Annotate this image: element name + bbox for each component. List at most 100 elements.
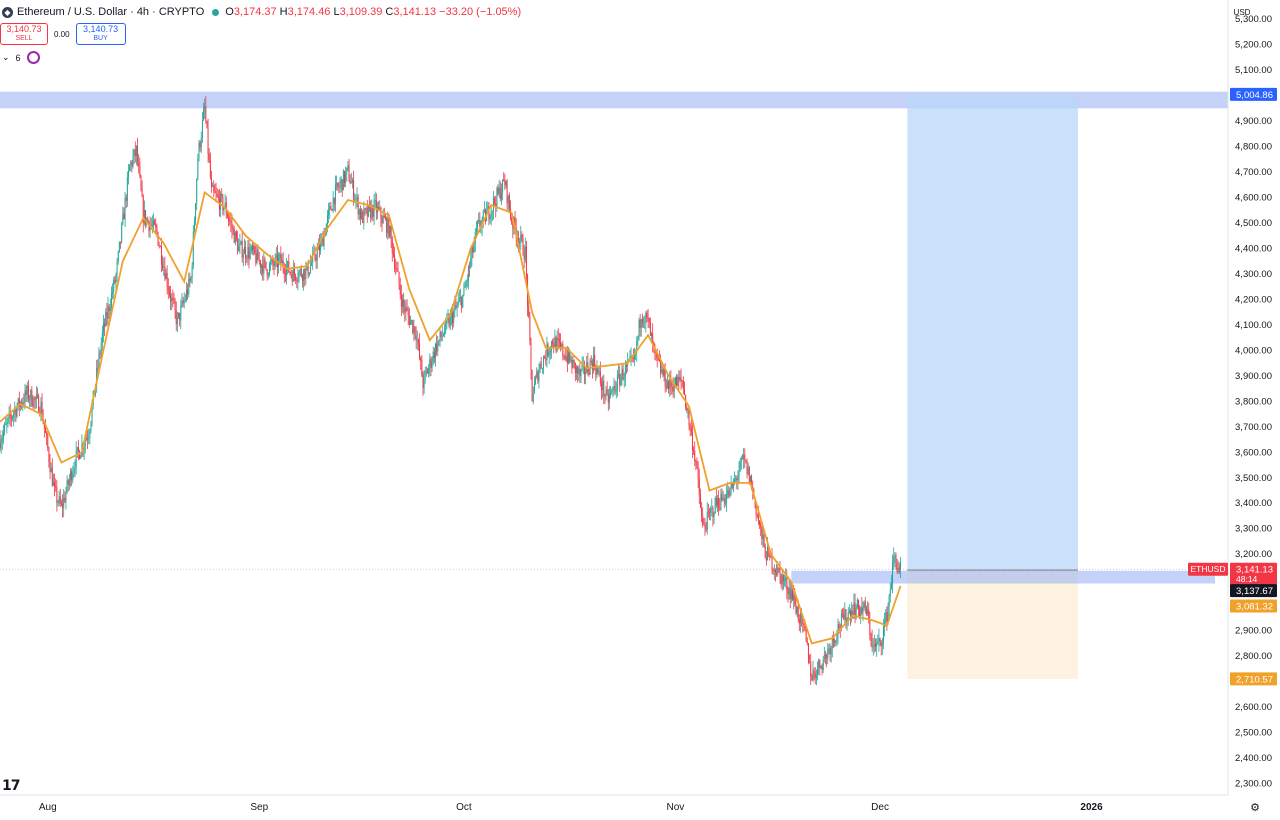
candle	[280, 246, 282, 271]
candle	[308, 272, 310, 277]
candle-body	[452, 312, 454, 324]
candle	[319, 234, 321, 258]
indicators-toggle[interactable]: ⌄ 6	[2, 51, 40, 64]
candle-body	[524, 246, 526, 260]
candle-body	[223, 207, 225, 211]
candle-body	[421, 360, 423, 377]
candle	[682, 376, 684, 395]
candle-body	[388, 217, 390, 237]
x-tick-label: Aug	[39, 802, 57, 813]
candle	[142, 194, 144, 233]
candle	[229, 214, 231, 226]
candle-body	[460, 297, 461, 299]
candle	[472, 245, 474, 259]
candle	[503, 172, 505, 182]
candle-body	[74, 467, 76, 469]
candle	[618, 364, 620, 379]
tradingview-logo[interactable]: 𝟭𝟳	[2, 777, 21, 793]
candle	[724, 493, 726, 507]
candle	[266, 268, 268, 281]
candle-body	[497, 188, 499, 194]
candle-body	[228, 217, 230, 221]
candle	[756, 512, 758, 519]
candle-body	[424, 371, 426, 374]
candle-body	[490, 211, 492, 219]
candle	[423, 369, 425, 394]
candle-body	[271, 259, 273, 263]
candle-body	[221, 194, 223, 197]
candle	[165, 268, 167, 280]
candle	[444, 323, 446, 338]
candle-body	[757, 515, 759, 522]
candle-body	[382, 215, 384, 223]
candle-body	[155, 224, 157, 228]
candle	[860, 606, 862, 624]
candle	[347, 160, 349, 172]
candle	[351, 177, 353, 189]
candle-body	[46, 432, 48, 436]
candle	[867, 601, 869, 616]
candle-body	[97, 367, 99, 369]
candle-body	[129, 165, 131, 172]
candle	[611, 388, 613, 395]
candle	[673, 378, 675, 399]
candle-body	[477, 221, 479, 229]
candle-body	[333, 197, 335, 204]
candle	[250, 244, 252, 255]
candle	[121, 221, 123, 244]
candle-body	[339, 183, 341, 188]
candle	[694, 441, 696, 466]
candle	[363, 201, 365, 230]
candle	[256, 244, 258, 265]
candle-body	[395, 268, 397, 269]
candle-body	[158, 245, 160, 247]
candle-body	[517, 238, 519, 245]
candle-body	[536, 371, 538, 378]
candle	[469, 261, 471, 277]
candle-body	[860, 607, 862, 616]
candle	[819, 659, 821, 676]
candle-body	[611, 390, 613, 393]
candle	[74, 459, 76, 478]
buy-button[interactable]: 3,140.73 BUY	[75, 23, 126, 45]
candle	[608, 386, 610, 410]
candle	[491, 210, 493, 222]
sync-icon[interactable]	[26, 51, 40, 64]
candle	[403, 292, 405, 315]
candle	[755, 503, 757, 522]
y-tick-label: 3,500.00	[1235, 473, 1272, 484]
candle	[389, 225, 391, 239]
symbol-title[interactable]: Ethereum / U.S. Dollar · 4h · CRYPTO	[17, 6, 205, 18]
candle-body	[268, 264, 270, 275]
candle-body	[637, 336, 639, 341]
candle-body	[73, 468, 75, 474]
candle-body	[531, 369, 533, 402]
candle	[336, 175, 338, 191]
candle	[615, 381, 617, 399]
candle-body	[479, 219, 481, 228]
candle	[525, 240, 527, 283]
candle	[4, 422, 6, 436]
candle	[779, 560, 781, 584]
candle	[117, 250, 119, 265]
candle	[585, 366, 587, 385]
candle-body	[245, 246, 247, 258]
sell-button[interactable]: 3,140.73 SELL	[0, 23, 48, 45]
candle-body	[802, 616, 804, 625]
candle-body	[379, 207, 381, 210]
candle	[182, 296, 184, 308]
candle	[12, 415, 14, 422]
candle-body	[297, 278, 299, 282]
chevron-down-icon[interactable]: ⌄	[2, 52, 10, 62]
gear-icon[interactable]: ⚙	[1250, 802, 1260, 814]
candle	[619, 365, 621, 392]
candle	[208, 148, 210, 163]
candle-body	[575, 367, 577, 373]
candle-body	[415, 335, 417, 341]
candle-body	[18, 398, 20, 407]
symbol-tag-box	[1188, 562, 1228, 576]
candle	[792, 585, 794, 602]
candle	[137, 137, 139, 167]
candle-body	[22, 402, 24, 405]
